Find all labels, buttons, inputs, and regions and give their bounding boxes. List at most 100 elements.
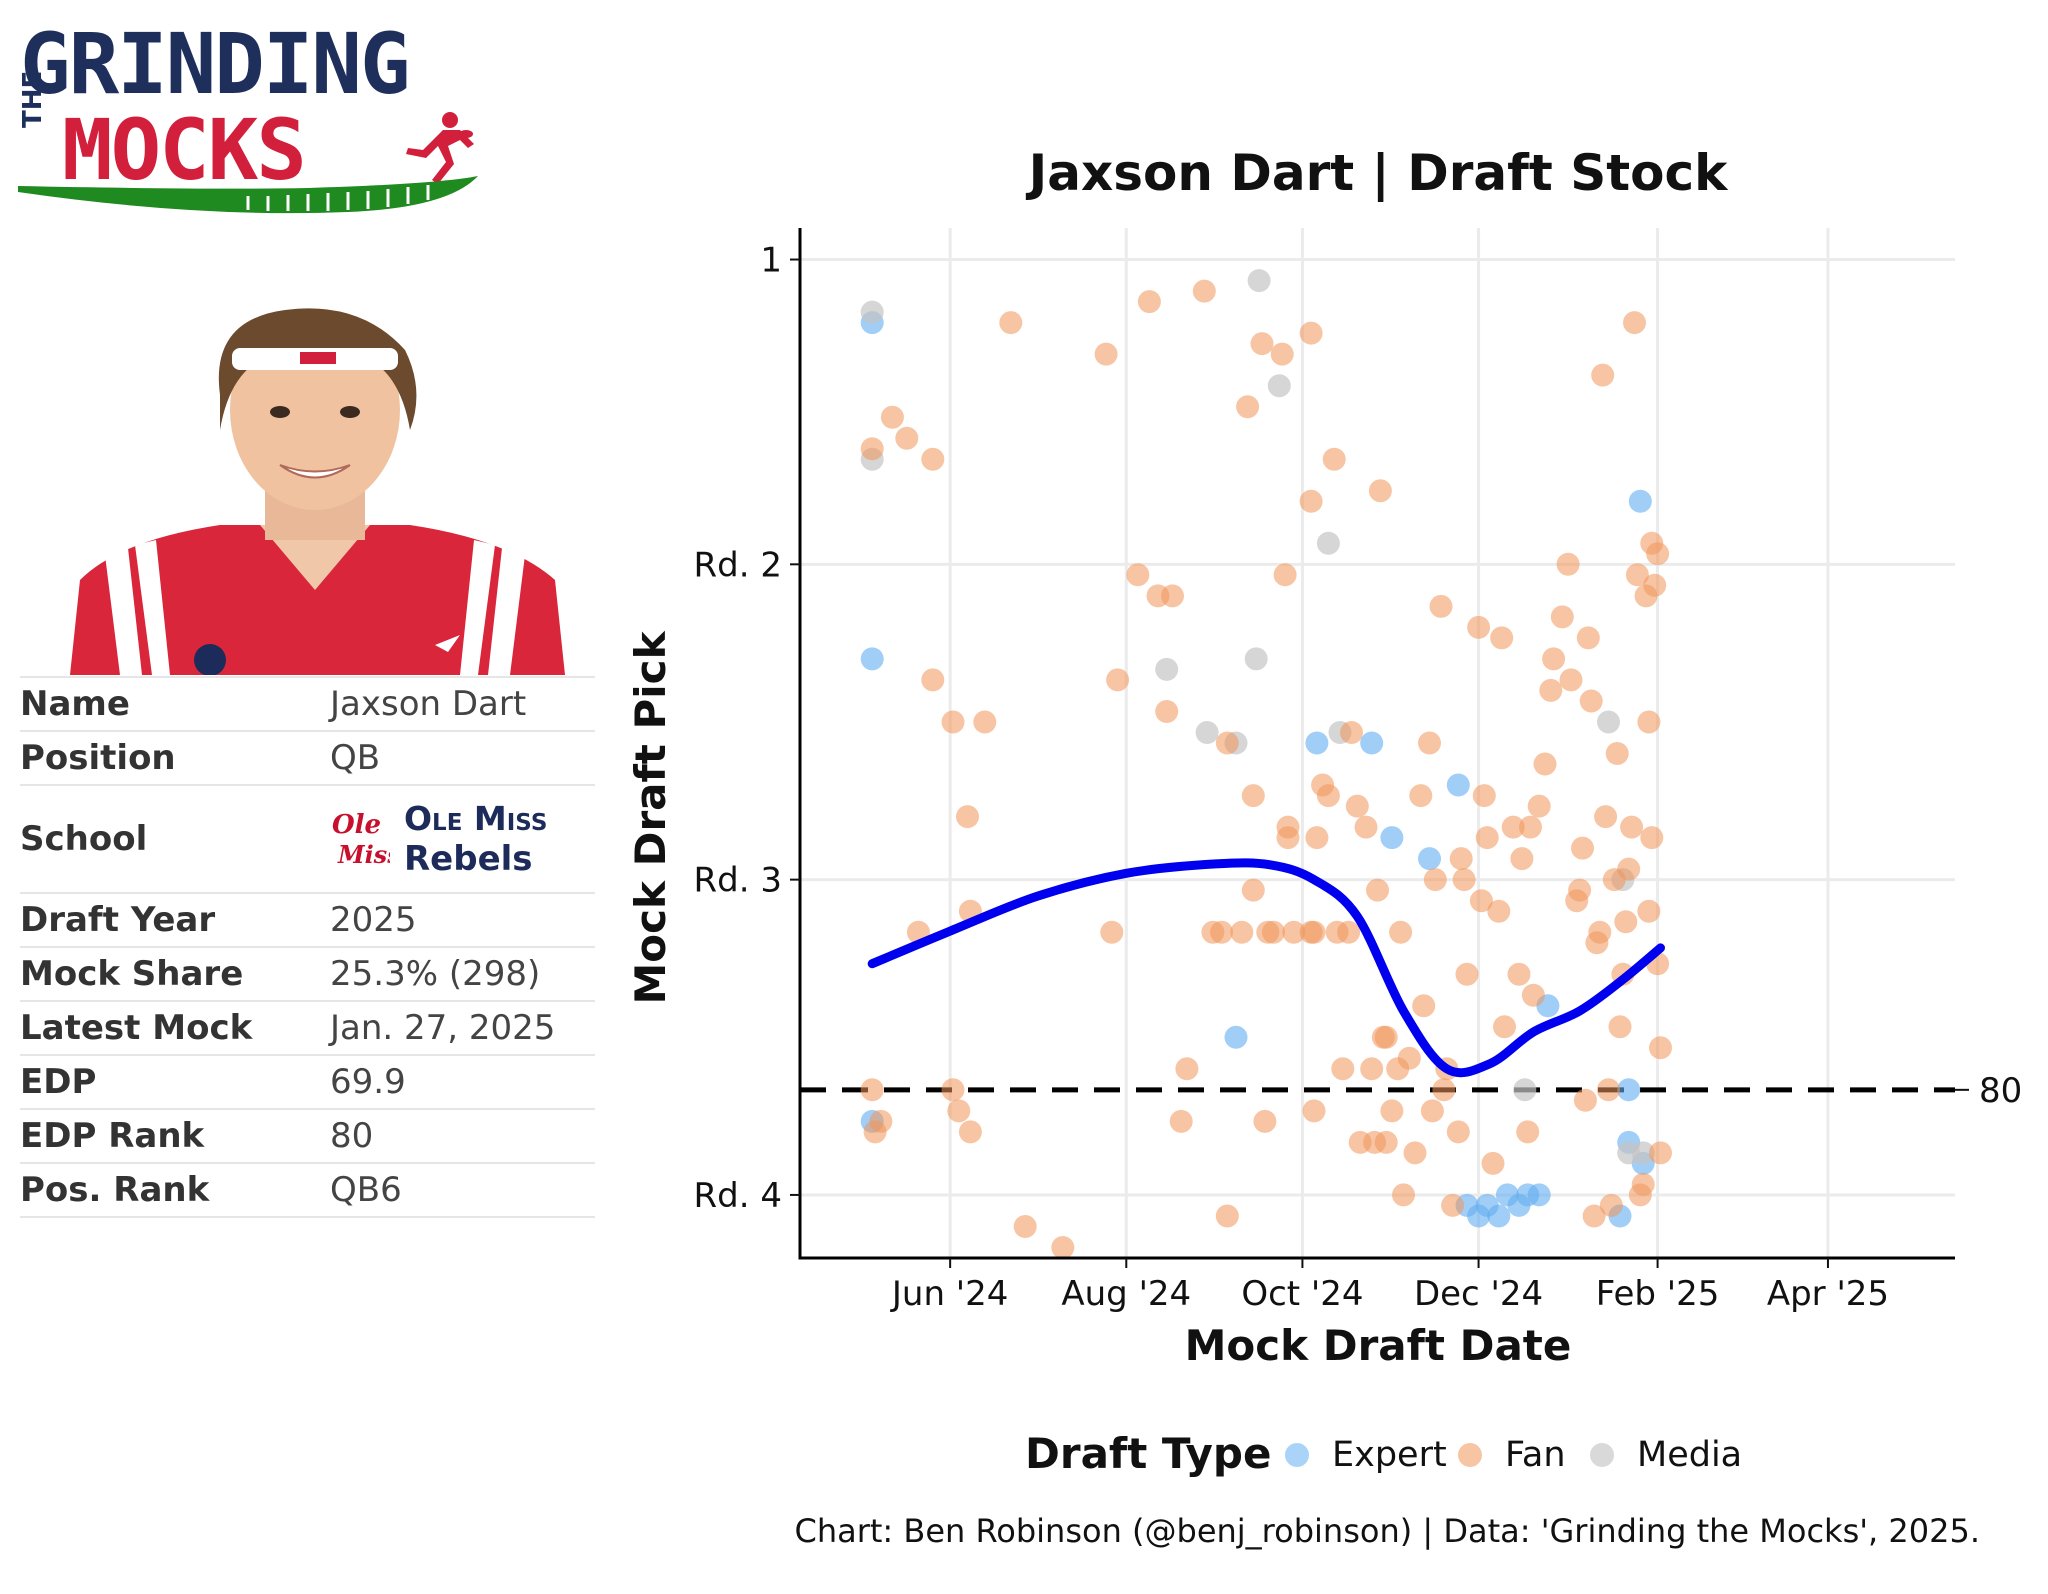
- point-media: [1513, 1078, 1537, 1102]
- logo-bottom-text: Miss: [337, 840, 390, 869]
- point-fan: [1643, 573, 1667, 597]
- point-fan: [1397, 1046, 1421, 1070]
- point-fan: [1241, 784, 1265, 808]
- football-runner-icon: [406, 112, 474, 184]
- point-fan: [1137, 290, 1161, 314]
- point-fan: [1169, 1109, 1193, 1133]
- point-fan: [1276, 815, 1300, 839]
- row-label: Position: [20, 730, 330, 785]
- row-label: Mock Share: [20, 946, 330, 1001]
- point-fan: [1605, 742, 1629, 765]
- y-tick-label: Rd. 2: [694, 545, 782, 585]
- point-fan: [1366, 878, 1389, 902]
- legend-fan-swatch: [1458, 1443, 1482, 1467]
- point-fan: [1302, 1099, 1326, 1123]
- logo-line1: GRINDING: [20, 15, 411, 113]
- point-fan: [1331, 1057, 1355, 1081]
- point-fan: [1452, 868, 1476, 892]
- point-fan: [1418, 731, 1441, 755]
- point-fan: [1510, 847, 1534, 871]
- point-fan: [1412, 994, 1436, 1018]
- chart-caption: Chart: Ben Robinson (@benj_robinson) | D…: [794, 1512, 1980, 1550]
- point-fan: [1299, 489, 1323, 513]
- point-fan: [1472, 784, 1496, 808]
- tick-labels: Jun '24 Aug '24 Oct '24 Dec '24 Feb '25 Apr '…: [694, 241, 1890, 1314]
- row-value: 2025: [330, 892, 595, 947]
- row-value: Jan. 27, 2025: [330, 1000, 595, 1055]
- point-fan: [1481, 1151, 1505, 1175]
- point-fan: [1337, 920, 1361, 944]
- point-fan: [1100, 920, 1124, 944]
- row-value: 69.9: [330, 1054, 595, 1109]
- point-fan: [1449, 847, 1473, 871]
- point-expert: [1527, 1183, 1551, 1207]
- row-value: Jaxson Dart: [330, 676, 595, 731]
- point-fan: [1516, 1120, 1540, 1144]
- point-fan: [1368, 479, 1392, 503]
- point-media: [860, 300, 884, 324]
- point-fan: [1299, 321, 1323, 345]
- row-value: QB6: [330, 1162, 595, 1218]
- point-fan: [1051, 1236, 1075, 1259]
- point-fan: [1507, 962, 1531, 986]
- row-value: 25.3% (298): [330, 946, 595, 1001]
- point-fan: [1230, 920, 1254, 944]
- row-label: Pos. Rank: [20, 1162, 330, 1218]
- row-label: Name: [20, 676, 330, 731]
- point-expert: [1628, 489, 1652, 513]
- point-fan: [1345, 794, 1369, 818]
- point-fan: [1539, 678, 1563, 702]
- point-fan: [1446, 1120, 1470, 1144]
- player-info-table: Name Jaxson Dart Position QB School Ole …: [20, 676, 595, 1218]
- table-row: EDP Rank 80: [20, 1108, 595, 1163]
- legend-expert-label: Expert: [1332, 1435, 1447, 1475]
- point-fan: [1316, 784, 1340, 808]
- legend-media-swatch: [1590, 1443, 1614, 1467]
- point-fan: [1409, 784, 1433, 808]
- point-fan: [1161, 584, 1184, 608]
- point-fan: [1380, 1099, 1404, 1123]
- point-fan: [1521, 983, 1545, 1007]
- point-fan: [1423, 868, 1447, 892]
- x-tick-label: Feb '25: [1596, 1274, 1720, 1314]
- row-value: 80: [330, 1108, 595, 1163]
- row-value: QB: [330, 730, 595, 785]
- point-fan: [1175, 1057, 1199, 1081]
- point-fan: [999, 311, 1023, 335]
- point-fan: [921, 447, 945, 471]
- point-fan: [1556, 552, 1580, 576]
- point-fan: [1273, 563, 1297, 587]
- point-fan: [1126, 563, 1150, 587]
- point-fan: [1210, 920, 1234, 944]
- point-fan: [1649, 1141, 1672, 1165]
- legend-fan-label: Fan: [1505, 1435, 1566, 1475]
- point-fan: [1475, 826, 1499, 850]
- row-label: EDP Rank: [20, 1108, 330, 1163]
- school-name-top: Ole Miss: [404, 799, 548, 838]
- point-media: [1244, 647, 1268, 671]
- point-expert: [860, 647, 884, 671]
- point-fan: [1094, 342, 1118, 366]
- point-fan: [941, 1078, 965, 1102]
- point-fan: [1360, 1057, 1384, 1081]
- point-fan: [1649, 1036, 1672, 1060]
- y-axis-label: Mock Draft Pick: [626, 630, 675, 1004]
- point-expert: [1617, 1078, 1641, 1102]
- table-row: Mock Share 25.3% (298): [20, 946, 595, 1001]
- point-expert: [1360, 731, 1384, 755]
- point-fan: [1614, 910, 1638, 934]
- point-fan: [956, 805, 979, 829]
- logo-top-text: Ole: [332, 810, 381, 840]
- point-fan: [1623, 311, 1646, 335]
- row-label: EDP: [20, 1054, 330, 1109]
- point-media: [1247, 269, 1271, 293]
- reference-line-label: 80: [1979, 1071, 2022, 1111]
- row-label: School: [20, 784, 330, 893]
- point-fan: [1608, 1015, 1632, 1039]
- legend-expert-swatch: [1285, 1443, 1309, 1467]
- point-fan: [1236, 395, 1260, 419]
- row-label: Draft Year: [20, 892, 330, 947]
- y-tick-label: Rd. 4: [694, 1176, 782, 1216]
- table-row: Latest Mock Jan. 27, 2025: [20, 1000, 595, 1055]
- point-fan: [1617, 857, 1641, 881]
